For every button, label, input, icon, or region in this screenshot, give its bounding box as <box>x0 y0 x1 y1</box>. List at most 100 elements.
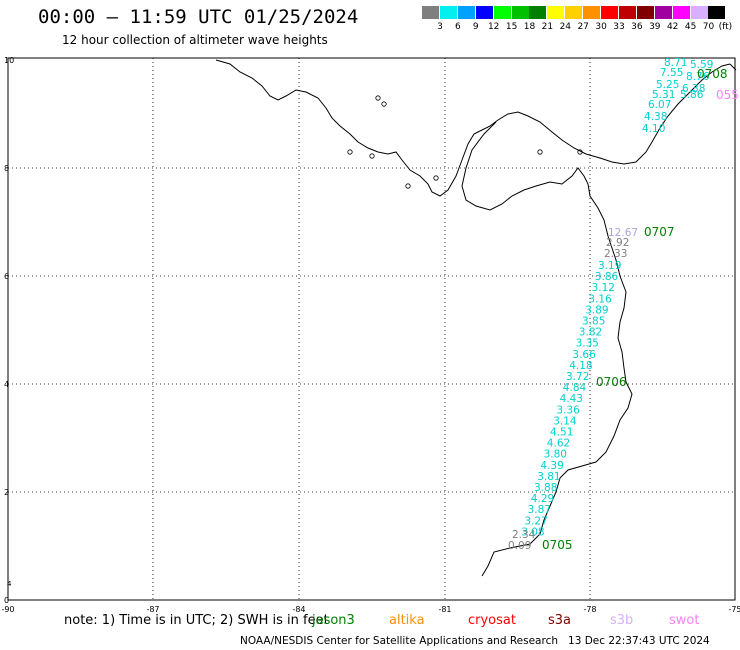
colorbar-label: 30 <box>595 22 607 32</box>
coastline-north <box>215 59 731 197</box>
wave-height-value: 0.09 <box>508 540 531 552</box>
island <box>577 149 583 155</box>
colorbar-swatch <box>672 6 690 19</box>
wave-height-value: 3.35 <box>576 338 599 350</box>
coastline-south <box>461 121 633 577</box>
colorbar-swatch <box>690 6 708 19</box>
wave-height-value: 2.92 <box>606 237 629 249</box>
colorbar-swatch <box>475 6 493 19</box>
wave-height-value: 4.38 <box>644 111 667 123</box>
longitude-tick-label: -90 <box>1 605 14 614</box>
longitude-tick-label: -81 <box>438 605 451 614</box>
colorbar-label: 27 <box>577 22 589 32</box>
colorbar-unit: (ft) <box>718 22 733 32</box>
wave-height-value: 3.14 <box>553 415 577 427</box>
colorbar-swatch <box>422 6 439 19</box>
map-subtitle: 12 hour collection of altimeter wave hei… <box>62 33 328 47</box>
island <box>433 175 439 181</box>
colorbar-label: 42 <box>666 22 679 32</box>
colorbar-label: 9 <box>472 22 479 32</box>
colorbar-label: 12 <box>487 22 500 32</box>
credit-line: NOAA/NESDIS Center for Satellite Applica… <box>240 635 710 647</box>
pass-id-label: 0707 <box>644 225 675 239</box>
satellite-legend-item: altika <box>389 613 425 628</box>
wave-height-value: 3.12 <box>592 282 615 294</box>
wave-height-value: 3.19 <box>598 260 621 272</box>
latitude-tick-label: 8 <box>4 164 9 173</box>
pass-id-label: 0705 <box>542 538 573 552</box>
wave-height-value: 8.76 <box>686 71 710 83</box>
wave-height-value: 3.88 <box>534 482 557 494</box>
wave-height-value: 3.80 <box>544 449 567 461</box>
colorbar-swatch <box>618 6 636 19</box>
wave-height-value: 4.51 <box>550 427 573 439</box>
wave-height-value: 7.55 <box>660 67 683 79</box>
longitude-tick-label: -84 <box>292 605 305 614</box>
wave-height-value: 3.36 <box>556 404 580 416</box>
generated-timestamp: 13 Dec 22:37:43 UTC 2024 <box>568 635 710 647</box>
wave-height-value: 4.62 <box>547 438 570 450</box>
latitude-tick-label: 4 <box>4 380 9 389</box>
wave-height-value: 5.59 <box>690 59 713 71</box>
satellite-legend-item: s3b <box>610 613 634 628</box>
island <box>375 95 381 101</box>
colorbar-label: 21 <box>541 22 554 32</box>
colorbar-swatch <box>493 6 511 19</box>
colorbar-swatch <box>439 6 457 19</box>
latitude-tick-label: 4 <box>7 580 12 588</box>
colorbar-swatch <box>636 6 654 19</box>
wave-height-value: 4.29 <box>531 493 554 505</box>
wave-height-value: 8.71 <box>664 57 687 69</box>
wave-height-value: 3.86 <box>595 271 619 283</box>
colorbar-swatch <box>654 6 672 19</box>
colorbar-swatch <box>708 6 726 19</box>
latitude-tick-label: 0 <box>4 596 9 605</box>
colorbar-swatch <box>511 6 529 19</box>
satellite-legend-item: swot <box>669 613 700 628</box>
wave-height-value: 4.39 <box>540 460 563 472</box>
colorbar-swatch <box>529 6 547 19</box>
island <box>381 101 387 107</box>
map-frame <box>7 57 736 601</box>
colorbar-label: 18 <box>523 22 536 32</box>
island <box>347 149 353 155</box>
colorbar-label: 6 <box>455 22 461 32</box>
wave-height-value: 3.81 <box>537 471 560 483</box>
colorbar-label: 3 <box>437 22 443 32</box>
pass-id-label: 0706 <box>596 375 627 389</box>
satellite-legend-item: cryosat <box>468 613 516 628</box>
wave-height-value: 6.38 <box>682 83 705 95</box>
colorbar-swatch <box>457 6 475 19</box>
wave-height-value: 3.87 <box>528 504 551 516</box>
footer-note: note: 1) Time is in UTC; 2) SWH is in fe… <box>64 613 329 628</box>
wave-height-value: 2.33 <box>604 248 627 260</box>
island <box>537 149 543 155</box>
wave-height-value: 12.67 <box>608 227 638 239</box>
satellite-legend-item: s3a <box>548 613 572 628</box>
longitude-tick-label: -87 <box>146 605 159 614</box>
longitude-tick-label: -75 <box>728 605 740 614</box>
longitude-tick-label: -78 <box>583 605 596 614</box>
colorbar-label: 39 <box>649 22 661 32</box>
colorbar-label: 36 <box>631 22 643 32</box>
colorbar-label: 15 <box>505 22 518 32</box>
wave-height-value: 3.72 <box>566 371 589 383</box>
wave-height-value: 5.31 <box>652 89 675 101</box>
colorbar-swatch <box>565 6 583 19</box>
colorbar-swatch <box>601 6 618 19</box>
latitude-tick-label: 6 <box>4 272 9 281</box>
wave-height-value: 5.25 <box>656 79 679 91</box>
wave-height-value: 3.85 <box>582 316 605 328</box>
pass-id-label: 0708 <box>697 67 728 81</box>
wave-height-value: 3.89 <box>585 304 608 316</box>
colorbar-label: 45 <box>684 22 697 32</box>
colorbar-swatch <box>583 6 601 19</box>
latitude-tick-label: 2 <box>4 488 9 497</box>
wave-height-value: 5.86 <box>680 89 704 101</box>
wave-height-value: 3.16 <box>588 293 612 305</box>
colorbar-swatch <box>547 6 565 19</box>
wave-height-value: 3.82 <box>579 327 602 339</box>
colorbar-label: 24 <box>559 22 572 32</box>
wave-height-value: 3.08 <box>521 526 544 538</box>
